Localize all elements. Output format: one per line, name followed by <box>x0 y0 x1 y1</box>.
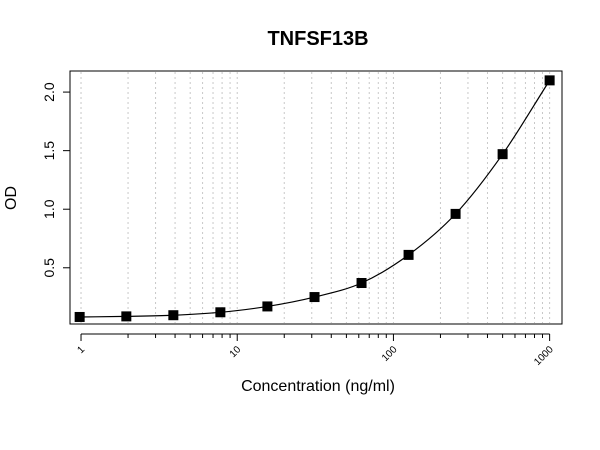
data-points <box>74 75 555 322</box>
x-tick-label: 1 <box>75 344 87 356</box>
x-tick-label: 10 <box>228 344 244 360</box>
grid <box>80 72 551 323</box>
fit-curve <box>79 80 551 318</box>
data-point <box>403 249 414 260</box>
data-point <box>356 278 367 289</box>
data-point <box>121 311 132 322</box>
chart-title: TNFSF13B <box>267 28 368 50</box>
data-point <box>544 75 555 86</box>
y-tick-label: 1.0 <box>41 199 57 219</box>
x-axis-label: Concentration (ng/ml) <box>241 378 395 395</box>
x-axis: 1 10 100 1000 <box>75 333 556 368</box>
x-tick-label: 1000 <box>532 344 556 368</box>
y-axis: 0.5 1.0 1.5 2.0 <box>41 82 71 278</box>
data-point <box>74 311 85 322</box>
data-point <box>450 208 461 219</box>
y-tick-label: 2.0 <box>41 82 57 102</box>
data-point <box>215 307 226 318</box>
y-tick-label: 0.5 <box>41 258 57 278</box>
y-axis-label: OD <box>3 186 20 210</box>
data-point <box>262 301 273 312</box>
x-tick-label: 100 <box>380 344 400 364</box>
data-point <box>168 310 179 321</box>
data-point <box>497 149 508 160</box>
data-point <box>309 292 320 303</box>
y-tick-label: 1.5 <box>41 141 57 161</box>
plot-frame <box>69 70 563 325</box>
